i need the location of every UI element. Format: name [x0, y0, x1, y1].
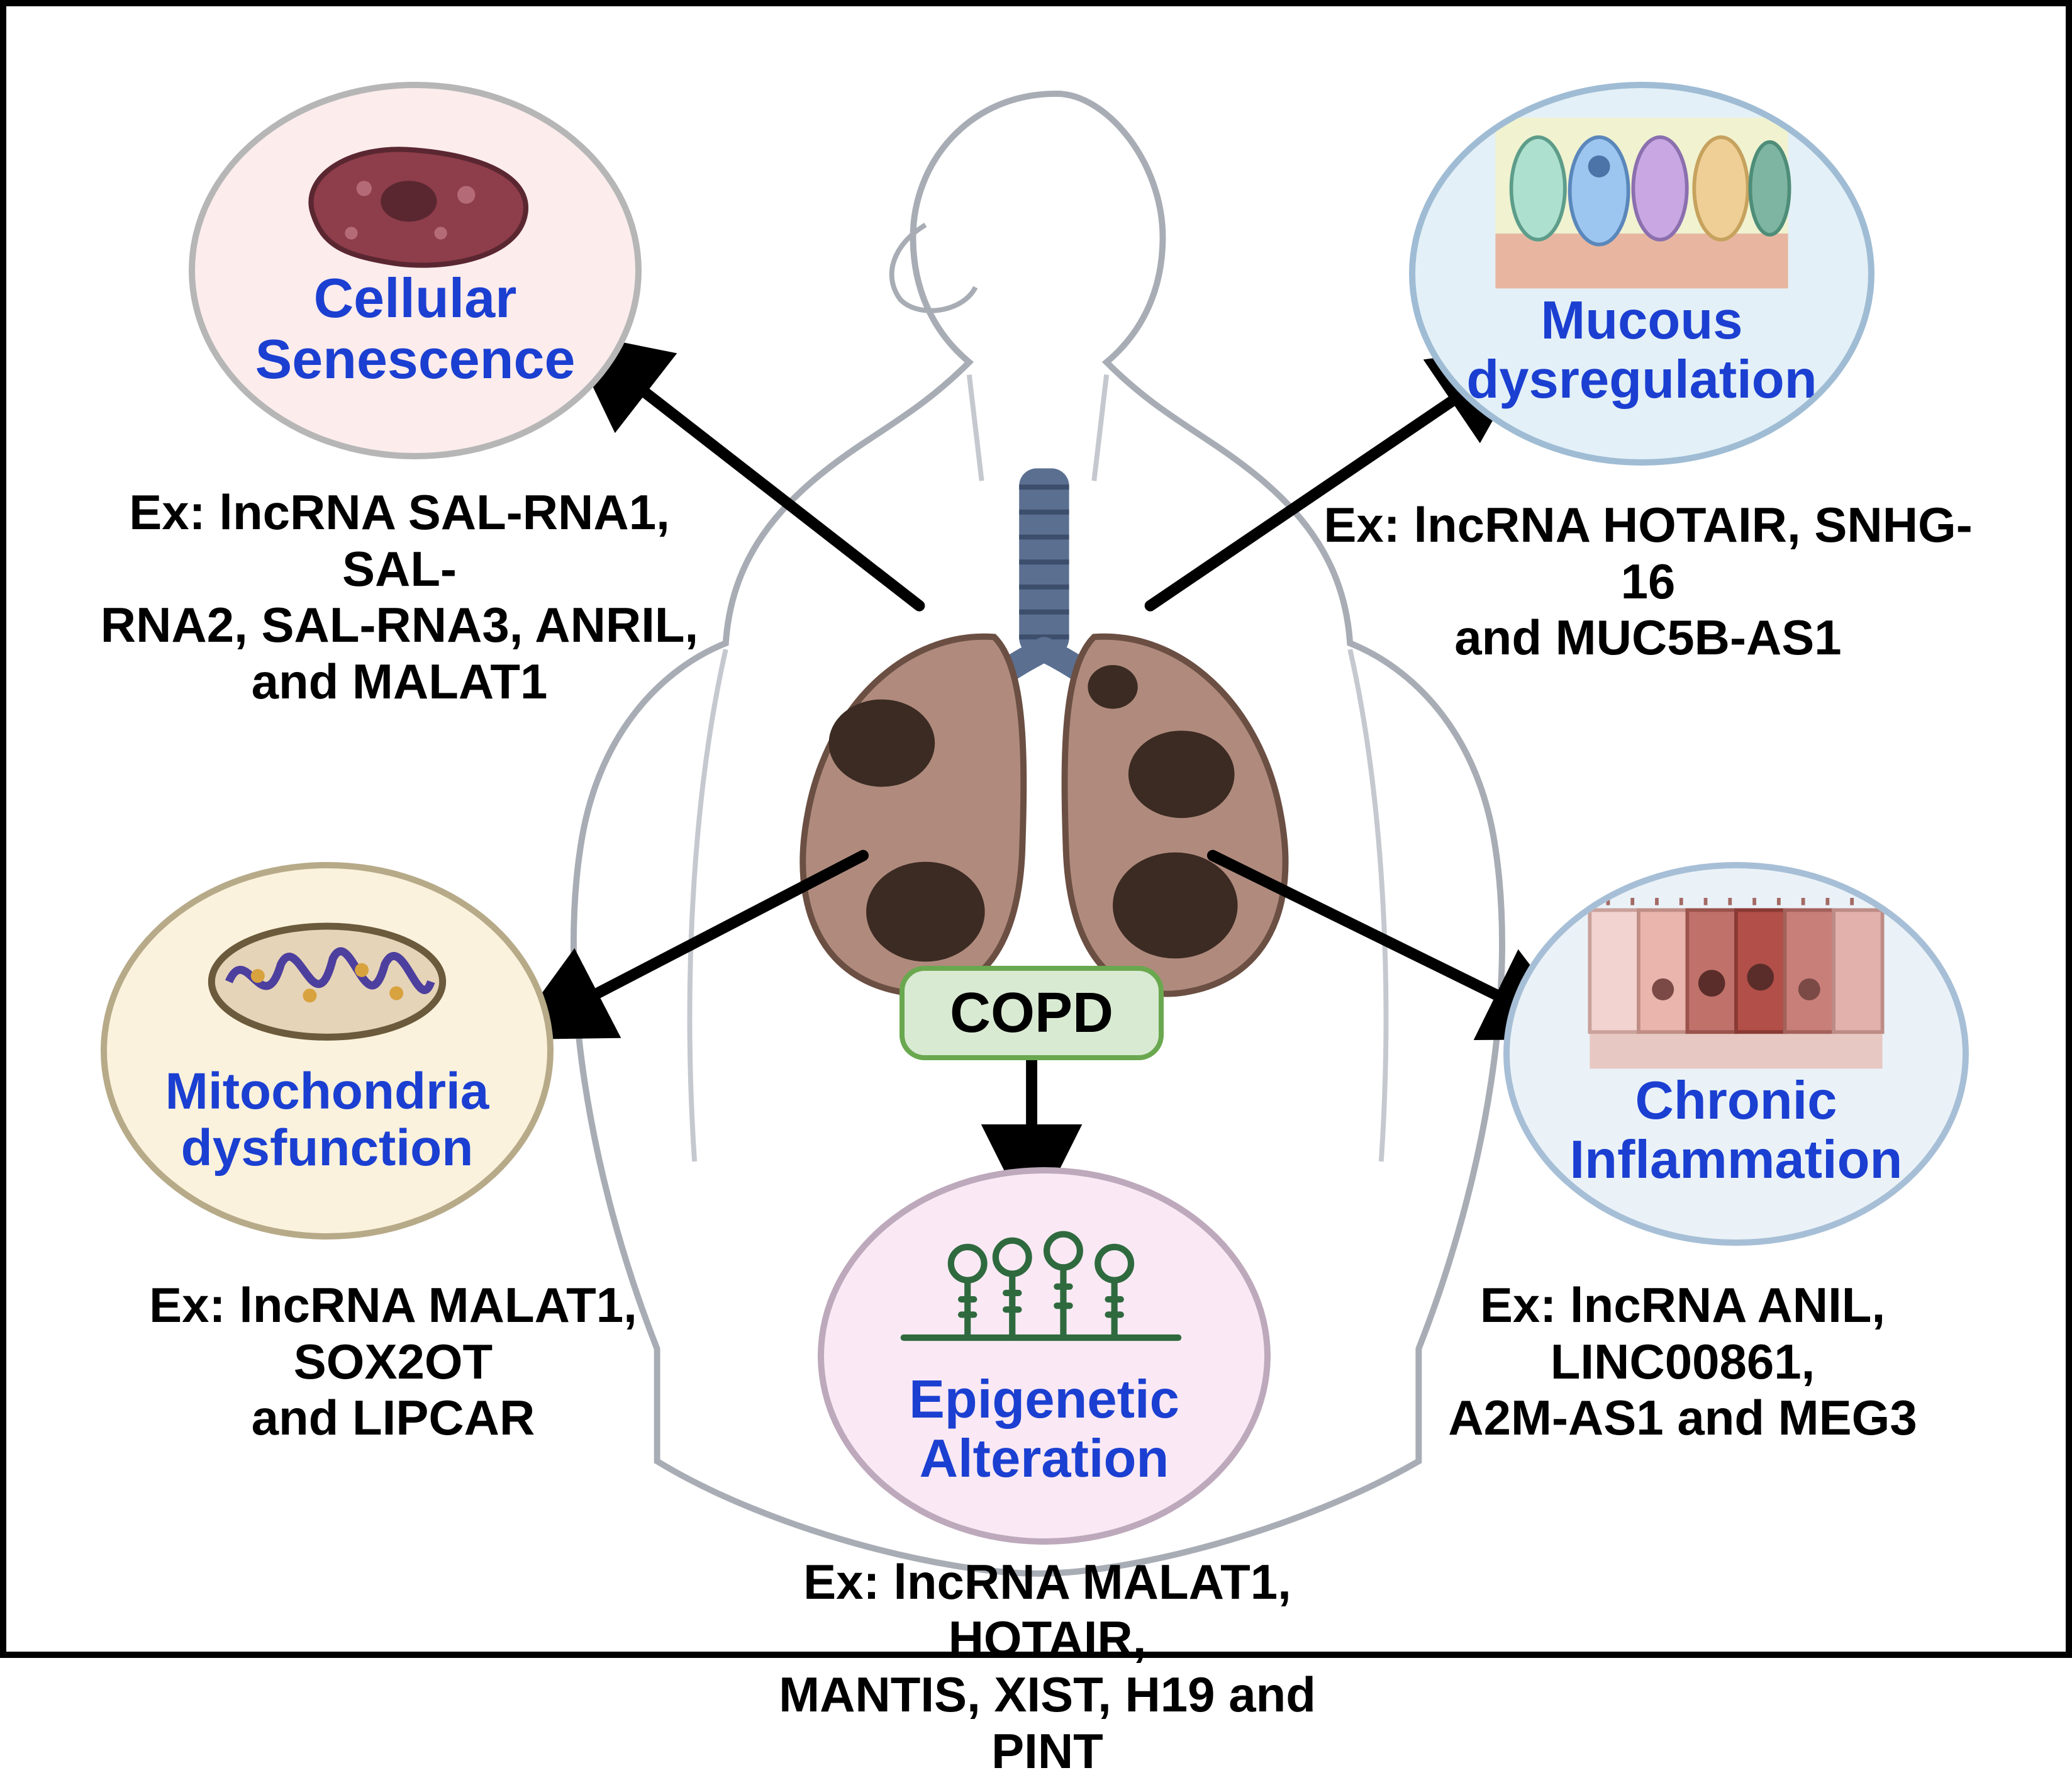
copd-badge: COPD — [900, 966, 1164, 1060]
mitochondrion-icon — [160, 912, 494, 1051]
epigenetic-alteration-title: Epigenetic Alteration — [909, 1370, 1179, 1488]
chronic-inflammation-title: Chronic Inflammation — [1570, 1072, 1903, 1189]
mucous-dysregulation-bubble: Mucous dysregulation — [1409, 82, 1874, 466]
mitochondria-dysfunction-bubble: Mitochondria dysfunction — [101, 862, 554, 1240]
lungs-icon — [803, 637, 1285, 994]
copd-label: COPD — [950, 981, 1113, 1046]
mucous-dysregulation-title: Mucous dysregulation — [1466, 291, 1817, 409]
trachea-icon — [869, 468, 1213, 868]
inflamed-epithelium-icon — [1555, 898, 1917, 1068]
mitochondria-dysfunction-title: Mitochondria dysfunction — [165, 1063, 489, 1177]
chronic-inflammation-caption: Ex: lncRNA ANIL, LINC00861, A2M-AS1 and … — [1352, 1277, 2013, 1447]
chronic-inflammation-bubble: Chronic Inflammation — [1503, 862, 1969, 1246]
cellular-senescence-bubble: Cellular Senescence — [189, 82, 642, 459]
diagram-frame: Cellular Senescence Ex: lncRNA SAL-RNA1,… — [0, 0, 2072, 1658]
mitochondria-dysfunction-caption: Ex: lncRNA MALAT1, SOX2OT and LIPCAR — [63, 1277, 723, 1447]
mucous-cells-icon — [1461, 118, 1823, 288]
mucous-dysregulation-caption: Ex: lncRNA HOTAIR, SNHG-16 and MUC5B-AS1 — [1318, 497, 1978, 666]
epigenetic-alteration-bubble: Epigenetic Alteration — [818, 1167, 1271, 1545]
rna-loops-icon — [868, 1210, 1220, 1363]
cellular-senescence-caption: Ex: lncRNA SAL-RNA1, SAL- RNA2, SAL-RNA3… — [69, 484, 730, 710]
epigenetic-alteration-caption: Ex: lncRNA MALAT1, HOTAIR, MANTIS, XIST,… — [717, 1554, 1378, 1780]
cellular-senescence-title: Cellular Senescence — [255, 268, 576, 390]
senescent-cell-icon — [248, 125, 582, 278]
